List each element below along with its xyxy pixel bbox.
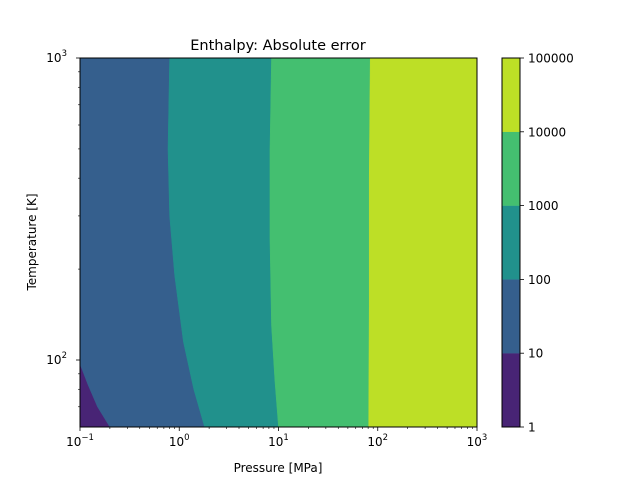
chart-title: Enthalpy: Absolute error bbox=[190, 38, 365, 54]
x-tick-label: 103 bbox=[467, 433, 488, 449]
plot-area bbox=[79, 57, 478, 428]
colorbar-frame bbox=[501, 57, 521, 428]
colorbar-segment bbox=[501, 131, 521, 206]
colorbar-segment bbox=[501, 205, 521, 280]
x-tick-label: 102 bbox=[367, 433, 388, 449]
y-tick-label: 103 bbox=[46, 49, 67, 65]
colorbar-tick-label: 100000 bbox=[528, 52, 574, 66]
colorbar-tick-label: 1000 bbox=[528, 199, 559, 213]
colorbar-segment bbox=[501, 353, 521, 428]
colorbar: 1 10 100 1000 10000 100000 bbox=[501, 52, 574, 435]
contour-region-10000 bbox=[368, 57, 478, 428]
colorbar-tick-label: 10 bbox=[528, 347, 543, 361]
x-tick-label: 100 bbox=[169, 433, 190, 449]
y-axis-label: Temperature [K] bbox=[25, 193, 39, 291]
colorbar-tick-label: 100 bbox=[528, 273, 551, 287]
x-axis-label: Pressure [MPa] bbox=[234, 461, 323, 475]
colorbar-tick-label: 1 bbox=[528, 421, 536, 435]
y-tick-label: 102 bbox=[46, 351, 67, 367]
colorbar-tick-label: 10000 bbox=[528, 125, 566, 139]
colorbar-segment bbox=[501, 57, 521, 132]
x-tick-label: 10−1 bbox=[66, 433, 94, 449]
axes: 10−1 100 101 102 103 102 103 bbox=[46, 49, 487, 449]
x-tick-label: 101 bbox=[268, 433, 289, 449]
colorbar-segment bbox=[501, 279, 521, 354]
